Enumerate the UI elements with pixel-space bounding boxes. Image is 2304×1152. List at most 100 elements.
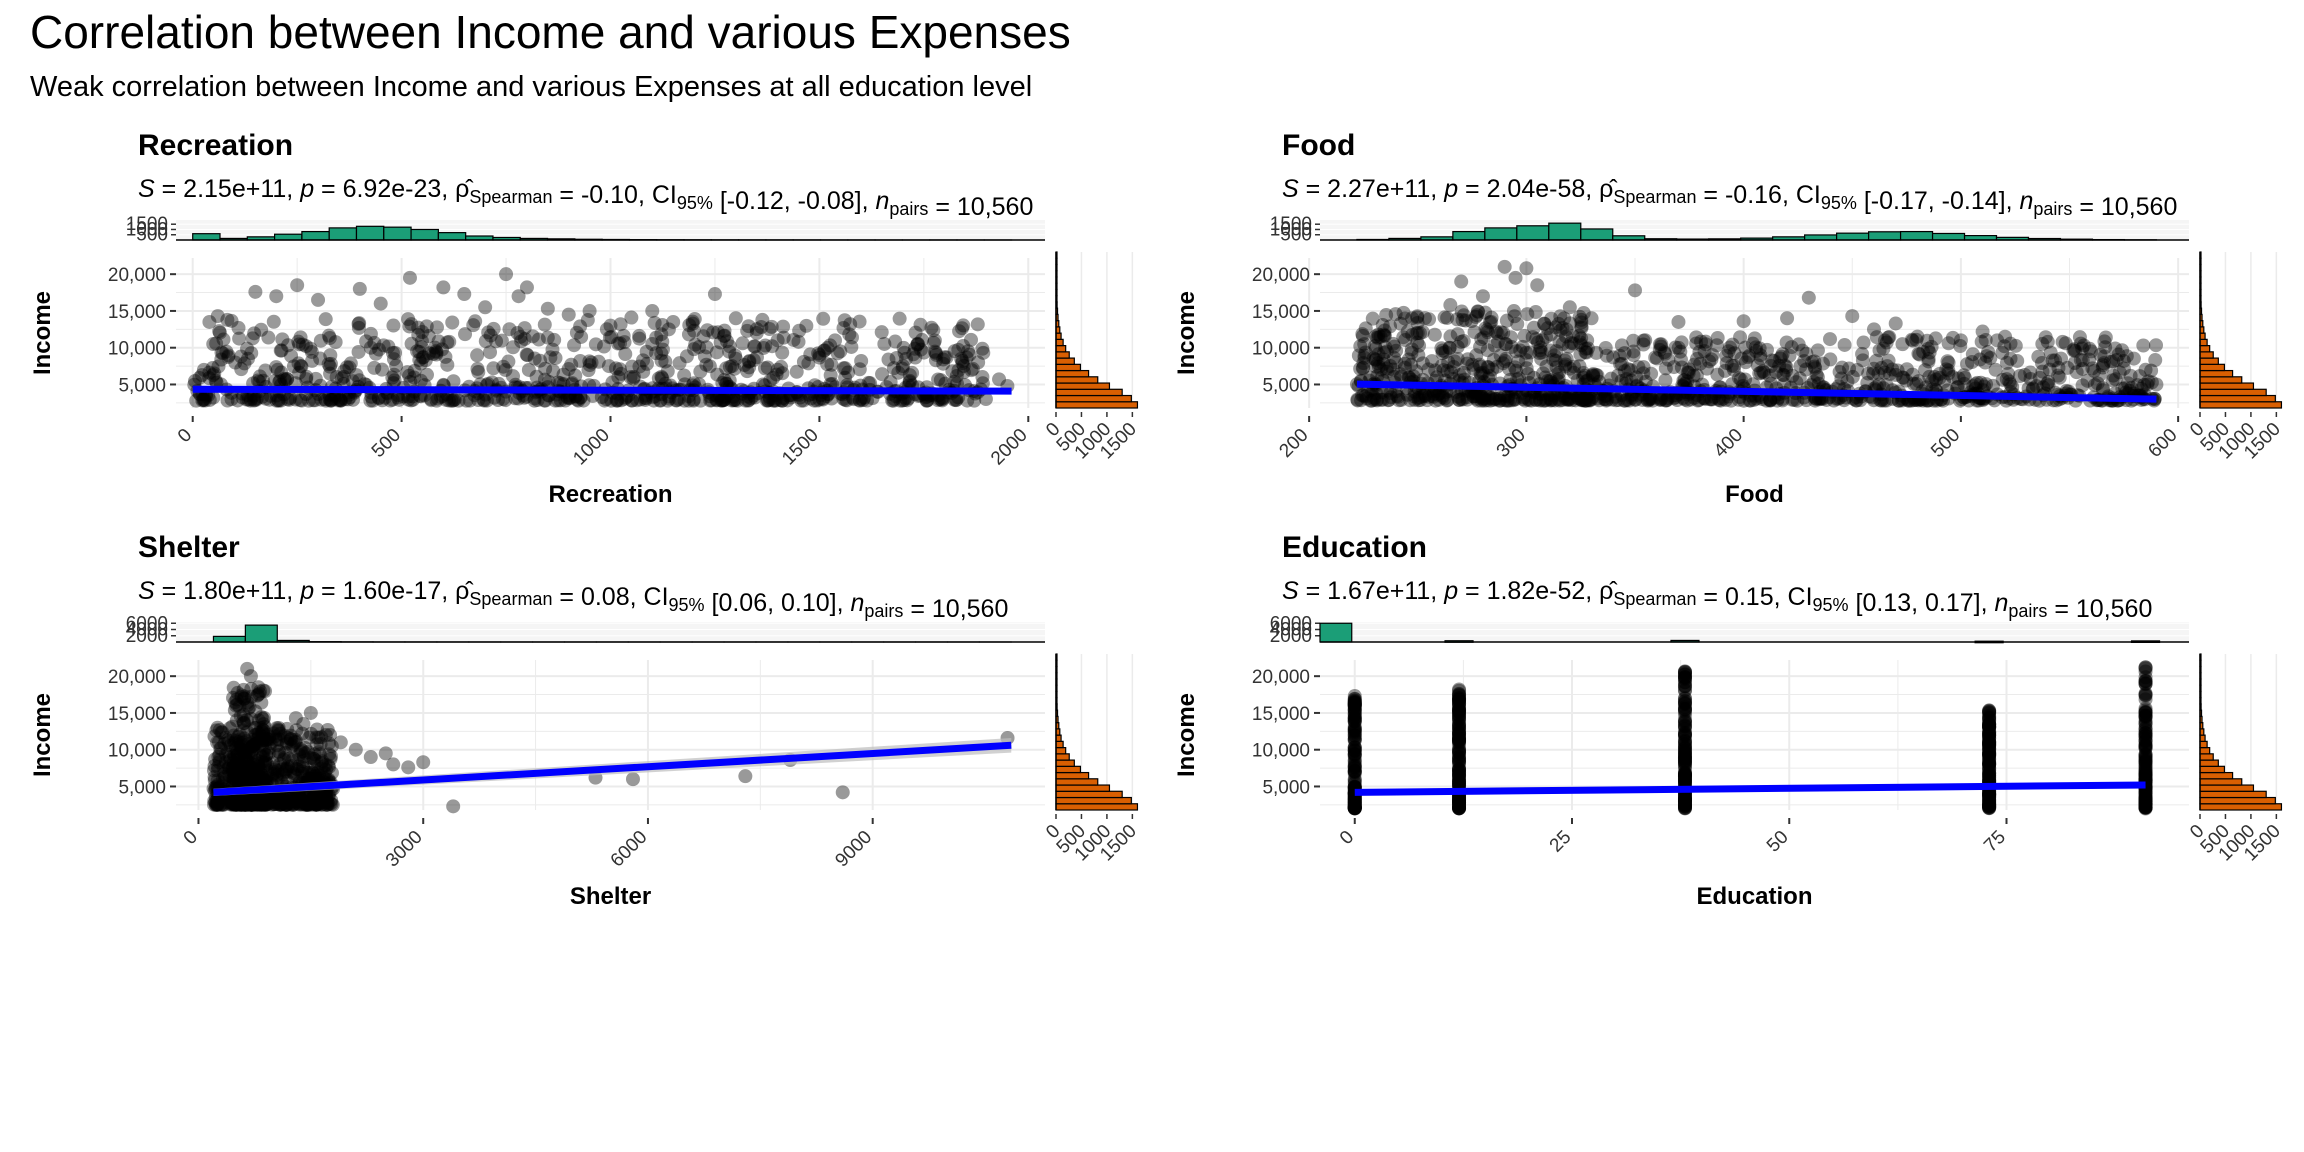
- point: [1941, 336, 1956, 351]
- point: [632, 331, 647, 346]
- point: [955, 321, 970, 336]
- point: [333, 393, 348, 408]
- point: [623, 370, 638, 385]
- point: [861, 375, 876, 390]
- side-hist-bar: [1055, 394, 1132, 403]
- point: [891, 365, 906, 380]
- x-tick-label: 6000: [607, 827, 652, 872]
- point: [1920, 333, 1935, 348]
- point: [230, 393, 245, 408]
- point: [318, 312, 333, 327]
- point: [1548, 353, 1563, 368]
- top-hist-bar: [1580, 228, 1614, 241]
- point: [786, 332, 801, 347]
- point: [709, 392, 724, 407]
- side-hist-bar: [1055, 338, 1064, 347]
- x-tick-label: 500: [1927, 425, 1964, 462]
- point: [1763, 392, 1778, 407]
- point: [608, 361, 623, 376]
- point: [1439, 393, 1454, 408]
- point: [836, 391, 851, 406]
- point: [543, 350, 558, 365]
- point: [1486, 352, 1501, 367]
- panel-title: Shelter: [138, 531, 240, 564]
- point: [313, 351, 328, 366]
- point: [1533, 392, 1548, 407]
- y-tick-label: 20,000: [108, 265, 166, 286]
- point: [1476, 330, 1491, 345]
- point: [1509, 344, 1524, 359]
- point: [1516, 392, 1531, 407]
- point: [1480, 343, 1495, 358]
- point: [1434, 341, 1449, 356]
- point: [939, 350, 954, 365]
- point: [1471, 304, 1486, 319]
- point: [2003, 351, 2018, 366]
- point: [311, 292, 326, 307]
- point: [2098, 340, 2113, 355]
- side-hist-bar: [1055, 771, 1090, 780]
- point: [686, 376, 701, 391]
- point: [1401, 370, 1416, 385]
- point: [295, 337, 310, 352]
- stat-part: Spearman: [1613, 589, 1696, 609]
- point: [234, 362, 249, 377]
- point: [908, 325, 923, 340]
- point: [1478, 305, 1493, 320]
- side-hist-bar: [2199, 332, 2206, 340]
- point: [767, 393, 782, 408]
- stat-part: = 2.27e+11,: [1299, 175, 1445, 203]
- point: [1474, 332, 1489, 347]
- point: [1356, 356, 1371, 371]
- point: [1704, 392, 1719, 407]
- point: [662, 391, 677, 406]
- point: [1712, 392, 1727, 407]
- point: [1400, 387, 1415, 402]
- stat-part: [-0.12, -0.08],: [713, 187, 876, 215]
- point: [269, 393, 284, 408]
- point: [1538, 370, 1553, 385]
- point: [212, 324, 227, 339]
- point: [564, 357, 579, 372]
- point: [715, 393, 730, 408]
- point: [1499, 393, 1514, 408]
- point: [1738, 340, 1753, 355]
- point: [716, 393, 731, 408]
- point: [1485, 362, 1500, 377]
- point: [1387, 350, 1402, 365]
- point: [655, 371, 670, 386]
- point: [1450, 327, 1465, 342]
- point: [770, 333, 785, 348]
- point: [1440, 392, 1455, 407]
- point: [364, 389, 379, 404]
- point: [371, 390, 386, 405]
- point: [824, 391, 839, 406]
- point: [838, 361, 853, 376]
- point: [1400, 324, 1415, 339]
- point: [892, 311, 907, 326]
- point: [1638, 333, 1653, 348]
- point: [415, 325, 430, 340]
- side-hist-bar: [1055, 747, 1067, 755]
- point: [1452, 726, 1467, 741]
- point: [1456, 308, 1471, 323]
- point: [299, 372, 314, 387]
- x-axis-label: Education: [1696, 883, 1812, 910]
- point: [1790, 393, 1805, 408]
- point: [1653, 393, 1668, 408]
- point: [1574, 389, 1589, 404]
- point: [610, 393, 625, 408]
- point: [1535, 333, 1550, 348]
- point: [1365, 311, 1380, 326]
- point: [1507, 392, 1522, 407]
- point: [1347, 719, 1362, 734]
- point: [744, 391, 759, 406]
- point: [317, 392, 332, 407]
- point: [1434, 358, 1449, 373]
- point: [527, 351, 542, 366]
- point: [820, 357, 835, 372]
- point: [187, 374, 202, 389]
- stat-part: = 2.15e+11,: [155, 175, 301, 203]
- point: [517, 331, 532, 346]
- point: [816, 343, 831, 358]
